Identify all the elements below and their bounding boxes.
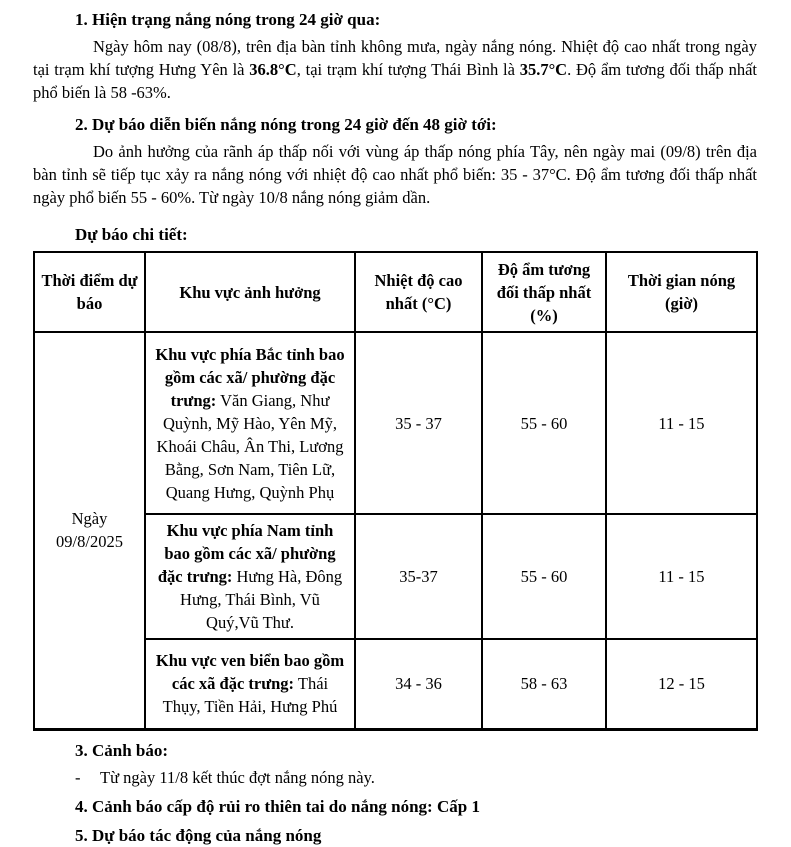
section5-heading: 5. Dự báo tác động của nắng nóng	[75, 825, 322, 845]
region-cell-coastal: Khu vực ven biển bao gồm các xã đặc trưn…	[144, 638, 356, 730]
bullet-text: Từ ngày 11/8 kết thúc đợt nắng nóng này.	[100, 767, 375, 787]
region-north-list: Văn Giang, Như Quỳnh, Mỹ Hào, Yên Mỹ, Kh…	[156, 390, 344, 502]
hours-cell: 11 - 15	[605, 331, 758, 515]
region-cell-north: Khu vực phía Bắc tỉnh bao gồm các xã/ ph…	[144, 331, 356, 515]
weather-bulletin-page: 1. Hiện trạng nắng nóng trong 24 giờ qua…	[33, 10, 758, 845]
section3-heading: 3. Cảnh báo:	[75, 740, 169, 760]
time-cell: Ngày 09/8/2025	[33, 331, 146, 730]
region-coastal-lead: Khu vực ven biển bao gồm các xã đặc trưn…	[155, 651, 345, 694]
table-row: Khu vực ven biển bao gồm các xã đặc trưn…	[34, 638, 758, 730]
humidity-cell: 58 - 63	[481, 638, 607, 730]
section1-text-1: Ngày hôm nay (08/8), trên địa bàn tỉnh k…	[33, 37, 757, 79]
humidity-cell: 55 - 60	[481, 331, 607, 515]
forecast-table-label: Dự báo chi tiết:	[75, 225, 188, 244]
section1-heading: 1. Hiện trạng nắng nóng trong 24 giờ qua…	[75, 10, 381, 29]
hours-cell: 11 - 15	[605, 513, 758, 640]
header-humidity: Độ ẩm tương đối thấp nhất (%)	[481, 251, 607, 333]
temp-cell: 35 - 37	[354, 331, 483, 515]
temp-cell: 35-37	[354, 513, 483, 640]
region-south-lead: Khu vực phía Nam tỉnh bao gồm các xã/ ph…	[157, 521, 336, 586]
forecast-table: Thời điểm dự báo Khu vực ảnh hưởng Nhiệt…	[33, 251, 758, 731]
bullet-dash: -	[75, 767, 81, 787]
section2-paragraph: Do ảnh hưởng của rãnh áp thấp nối với vù…	[33, 142, 757, 207]
header-temp: Nhiệt độ cao nhất (°C)	[354, 251, 483, 333]
temp-cell: 34 - 36	[354, 638, 483, 730]
section3-bullet: - Từ ngày 11/8 kết thúc đợt nắng nóng nà…	[75, 766, 757, 789]
section1-text-2: , tại trạm khí tượng Thái Bình là	[296, 60, 520, 79]
hungyen-max-temp: 36.8°C	[249, 60, 297, 79]
section2-heading: 2. Dự báo diễn biến nắng nóng trong 24 g…	[75, 115, 497, 134]
header-hours: Thời gian nóng (giờ)	[605, 251, 758, 333]
table-row: Ngày 09/8/2025 Khu vực phía Bắc tỉnh bao…	[33, 331, 758, 730]
header-time: Thời điểm dự báo	[33, 251, 146, 333]
table-row: Khu vực phía Nam tỉnh bao gồm các xã/ ph…	[34, 513, 758, 640]
table-header-row: Thời điểm dự báo Khu vực ảnh hưởng Nhiệt…	[33, 251, 758, 333]
header-region: Khu vực ảnh hưởng	[144, 251, 356, 333]
region-south-list: Hưng Hà, Đông Hưng, Thái Bình, Vũ Quý,Vũ…	[180, 567, 343, 632]
region-coastal-list: Thái Thụy, Tiền Hải, Hưng Phú	[162, 674, 338, 717]
region-north-lead: Khu vực phía Bắc tỉnh bao gồm các xã/ ph…	[155, 344, 345, 410]
thaibinh-max-temp: 35.7°C	[519, 60, 568, 79]
section4-heading: 4. Cảnh báo cấp độ rủi ro thiên tai do n…	[75, 796, 480, 816]
humidity-cell: 55 - 60	[481, 513, 607, 640]
region-cell-south: Khu vực phía Nam tỉnh bao gồm các xã/ ph…	[144, 513, 356, 640]
section1-paragraph: Ngày hôm nay (08/8), trên địa bàn tỉnh k…	[33, 35, 757, 104]
hours-cell: 12 - 15	[605, 638, 758, 730]
section1-text-3: . Độ ẩm tương đối thấp nhất phổ biến là …	[33, 60, 757, 102]
